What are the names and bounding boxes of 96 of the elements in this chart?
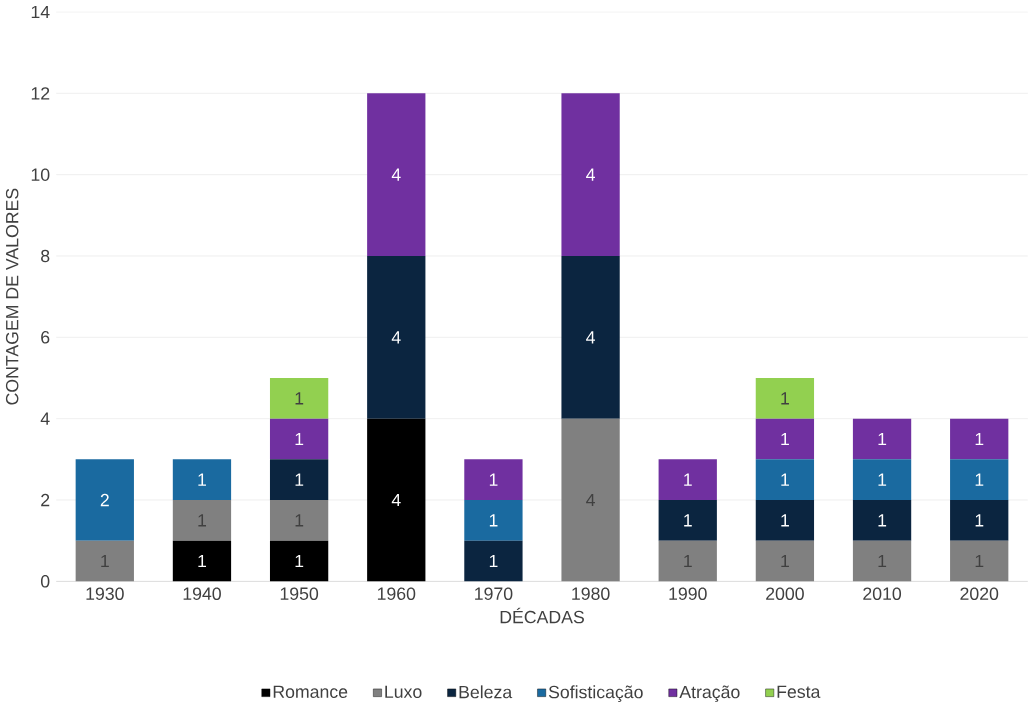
data-label: 1: [878, 473, 887, 486]
data-label: 1: [489, 554, 498, 568]
y-tick-label: 6: [41, 331, 50, 344]
bar: [755, 418, 815, 460]
data-label: 1: [684, 473, 692, 486]
bar: [367, 255, 426, 419]
bar: [269, 500, 329, 541]
y-tick-label: 2: [41, 493, 50, 507]
bar: [269, 540, 329, 582]
bar: [464, 500, 523, 541]
y-tick-label: 0: [40, 575, 50, 588]
bar: [75, 459, 134, 541]
bar: [950, 540, 1009, 582]
data-label: 1: [878, 554, 887, 568]
data-label: 1: [975, 554, 984, 568]
x-tick-label: 1980: [572, 587, 610, 600]
data-label: 1: [295, 514, 304, 527]
bar: [172, 459, 232, 500]
data-label: 1: [101, 554, 109, 568]
data-label: 1: [781, 432, 789, 446]
x-tick-label: 1960: [377, 587, 416, 600]
data-label: 1: [198, 514, 207, 527]
data-label: 1: [198, 554, 207, 568]
data-label: 1: [975, 473, 984, 486]
data-label: 1: [489, 473, 498, 486]
bar: [269, 378, 329, 419]
bar: [367, 93, 426, 256]
bar: [172, 500, 232, 541]
bar: [950, 459, 1009, 500]
legend-label: Romance: [273, 685, 348, 699]
bar: [755, 459, 815, 500]
bar: [755, 378, 815, 419]
data-label: 1: [975, 514, 984, 527]
data-label: 1: [878, 514, 887, 527]
bar: [75, 540, 134, 582]
x-tick-label: 1950: [280, 587, 319, 600]
bar: [172, 540, 232, 582]
data-label: 4: [391, 168, 401, 181]
bar: [852, 459, 912, 500]
x-tick-label: 1930: [86, 587, 124, 600]
legend-label: Beleza: [459, 685, 513, 699]
data-label: 4: [586, 168, 595, 181]
data-label: 1: [781, 554, 789, 568]
data-label: 1: [684, 554, 692, 568]
x-axis-title: DÉCADAS: [500, 607, 584, 624]
bar: [561, 255, 620, 419]
data-label: 1: [781, 473, 789, 486]
data-label: 1: [489, 514, 498, 527]
y-tick-label: 10: [31, 168, 50, 181]
data-label: 2: [100, 493, 109, 507]
bar: [852, 500, 912, 541]
bar: [464, 459, 523, 500]
data-label: 1: [295, 432, 304, 446]
bar: [561, 418, 620, 582]
data-label: 1: [975, 432, 984, 446]
data-label: 1: [295, 473, 304, 486]
data-label: 1: [198, 473, 207, 486]
bar: [755, 540, 815, 582]
bar: [755, 500, 815, 541]
bar: [269, 418, 329, 460]
data-label: 1: [295, 392, 304, 405]
data-label: 1: [295, 554, 304, 568]
bar: [852, 540, 912, 582]
bar: [658, 500, 717, 541]
x-tick-label: 1970: [475, 587, 513, 600]
bar: [658, 540, 717, 582]
x-tick-label: 2000: [766, 587, 804, 600]
bar: [269, 459, 329, 500]
y-tick-label: 8: [41, 249, 50, 263]
bar: [561, 93, 620, 256]
data-label: 1: [781, 392, 789, 405]
x-tick-label: 1990: [669, 587, 707, 600]
bar: [950, 500, 1009, 541]
bar: [367, 418, 426, 582]
legend-label: Sofisticação: [548, 685, 643, 702]
bar: [852, 418, 912, 460]
x-tick-label: 2020: [960, 587, 999, 600]
data-label: 1: [781, 514, 789, 527]
x-tick-label: 1940: [183, 587, 221, 600]
data-label: 1: [878, 432, 887, 446]
y-tick-label: 4: [40, 412, 50, 425]
x-tick-label: 2010: [863, 587, 902, 600]
bar: [464, 540, 523, 582]
data-label: 4: [391, 493, 401, 507]
legend-label: Festa: [777, 685, 821, 699]
bar: [950, 418, 1009, 460]
data-label: 1: [684, 514, 692, 527]
bar: [658, 459, 717, 500]
y-axis-title: CONTAGEM DE VALORES: [5, 188, 19, 405]
legend-label: Luxo: [385, 685, 422, 699]
y-tick-label: 12: [31, 87, 50, 100]
data-label: 4: [391, 331, 401, 344]
data-label: 4: [586, 493, 595, 507]
legend-label: Atração: [679, 685, 740, 702]
y-tick-label: 14: [31, 5, 50, 19]
data-label: 4: [586, 331, 595, 344]
